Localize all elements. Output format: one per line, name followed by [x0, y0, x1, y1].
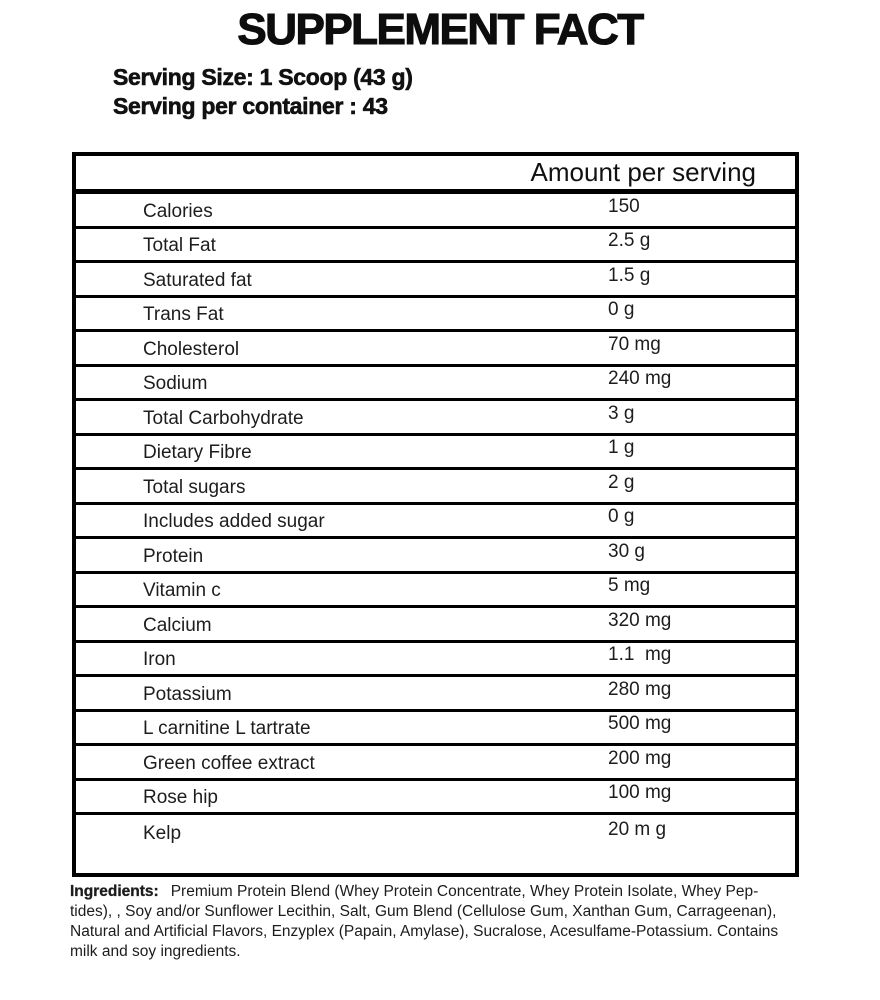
table-row-total-fat: Total Fat 2.5 g	[76, 225, 795, 261]
row-label: Saturated fat	[143, 269, 252, 291]
row-label: Protein	[143, 545, 204, 567]
row-value: 280 mg	[608, 678, 672, 700]
table-row-sodium: Sodium 240 mg	[76, 363, 795, 399]
row-value: 240 mg	[608, 368, 672, 390]
ingredients-line: Ingredients: Premium Protein Blend (Whey …	[70, 882, 818, 902]
row-label: Green coffee extract	[143, 752, 315, 774]
row-value: 1.5 g	[608, 264, 651, 286]
ingredients-label: Ingredients:	[70, 883, 159, 900]
row-label: Vitamin c	[143, 580, 221, 602]
ingredients-text: Premium Protein Blend (Whey Protein Conc…	[170, 883, 759, 900]
row-label: Calcium	[143, 614, 212, 636]
row-label: Kelp	[143, 823, 182, 844]
table-row-total-carbohydrate: Total Carbohydrate 3 g	[76, 398, 795, 433]
table-row-calcium: Calcium 320 mg	[76, 605, 795, 640]
row-value: 100 mg	[608, 782, 672, 804]
row-label: Potassium	[143, 683, 232, 705]
row-label: Includes added sugar	[143, 511, 325, 533]
row-label: Total Fat	[143, 235, 216, 257]
row-value: 1.1 mg	[608, 644, 672, 666]
serving-size-line: Serving Size: 1 Scoop (43 g)	[113, 64, 414, 91]
table-row-trans-fat: Trans Fat 0 g	[76, 294, 795, 330]
facts-table: Amount per serving Calories 150 Total Fa…	[72, 152, 799, 877]
row-value: 5 mg	[608, 575, 651, 597]
row-value: 150	[608, 195, 640, 217]
row-label: Calories	[143, 200, 213, 222]
ingredients-paragraph: Ingredients: Premium Protein Blend (Whey …	[70, 882, 818, 962]
row-label: Total Carbohydrate	[143, 407, 304, 429]
table-row-rose-hip: Rose hip 100 mg	[76, 777, 795, 813]
table-row-saturated-fat: Saturated fat 1.5 g	[76, 260, 795, 295]
row-label: Total sugars	[143, 476, 246, 498]
table-row-protein: Protein 30 g	[76, 536, 795, 571]
row-label: Rose hip	[143, 787, 218, 809]
row-label: Trans Fat	[143, 304, 224, 326]
row-label: Cholesterol	[143, 338, 240, 360]
ingredients-line: tides), , Soy and/or Sunflower Lecithin,…	[70, 903, 777, 920]
row-value: 2.5 g	[608, 230, 651, 252]
row-label: Dietary Fibre	[143, 442, 252, 464]
table-row-includes-added-sugar: Includes added sugar 0 g	[76, 501, 795, 537]
table-row-total-sugars: Total sugars 2 g	[76, 467, 795, 502]
table-row-cholesterol: Cholesterol 70 mg	[76, 329, 795, 364]
ingredients-line: Natural and Artificial Flavors, Enzyplex…	[70, 923, 779, 940]
amount-per-serving-header: Amount per serving	[530, 157, 756, 187]
row-label: Sodium	[143, 373, 208, 395]
table-row-dietary-fibre: Dietary Fibre 1 g	[76, 432, 795, 468]
page-title: SUPPLEMENT FACT	[237, 4, 645, 54]
table-row-vitamin-c: Vitamin c 5 mg	[76, 570, 795, 606]
servings-per-container-line: Serving per container : 43	[113, 93, 389, 120]
row-value: 320 mg	[608, 609, 672, 631]
facts-table-header: Amount per serving	[76, 156, 795, 191]
row-value: 0 g	[608, 506, 635, 528]
row-value: 20 m g	[608, 819, 667, 840]
row-label: L carnitine L tartrate	[143, 718, 311, 740]
table-row-green-coffee-extract: Green coffee extract 200 mg	[76, 743, 795, 778]
table-row-calories: Calories 150	[76, 191, 795, 226]
table-row-iron: Iron 1.1 mg	[76, 639, 795, 675]
ingredients-line: milk and soy ingredients.	[70, 943, 241, 960]
row-value: 1 g	[608, 437, 635, 459]
row-value: 0 g	[608, 299, 635, 321]
row-value: 500 mg	[608, 713, 672, 735]
table-row-l-carnitine-l-tartrate: L carnitine L tartrate 500 mg	[76, 708, 795, 744]
row-value: 2 g	[608, 471, 635, 493]
table-row-kelp: Kelp 20 m g	[76, 812, 795, 873]
row-label: Iron	[143, 649, 176, 671]
row-value: 70 mg	[608, 333, 661, 355]
serving-info: Serving Size: 1 Scoop (43 g) Serving per…	[113, 63, 414, 121]
row-value: 200 mg	[608, 747, 672, 769]
table-row-potassium: Potassium 280 mg	[76, 674, 795, 709]
row-value: 30 g	[608, 540, 645, 562]
row-value: 3 g	[608, 402, 635, 424]
